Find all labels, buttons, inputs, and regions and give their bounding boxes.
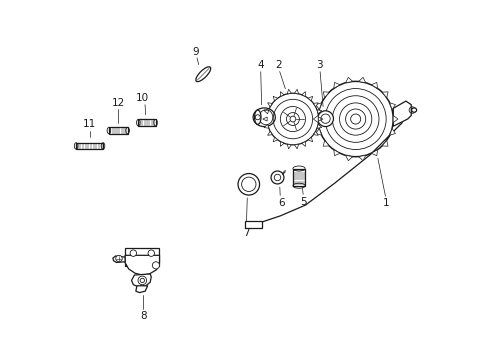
Circle shape: [238, 174, 259, 195]
Polygon shape: [294, 144, 298, 149]
Text: 1: 1: [382, 198, 388, 208]
Text: 9: 9: [192, 46, 199, 57]
Polygon shape: [392, 101, 410, 126]
Polygon shape: [370, 150, 377, 156]
Polygon shape: [294, 89, 298, 94]
Polygon shape: [392, 116, 397, 123]
Polygon shape: [76, 143, 103, 149]
Text: 6: 6: [278, 198, 284, 208]
Polygon shape: [333, 150, 339, 156]
Polygon shape: [264, 124, 268, 128]
Circle shape: [317, 81, 392, 157]
Polygon shape: [286, 89, 291, 94]
Polygon shape: [323, 140, 328, 146]
Text: 4: 4: [257, 60, 264, 70]
Polygon shape: [264, 110, 268, 114]
Polygon shape: [292, 168, 305, 186]
Polygon shape: [131, 274, 151, 287]
Circle shape: [289, 116, 295, 122]
Polygon shape: [273, 96, 277, 101]
Polygon shape: [381, 92, 387, 98]
Polygon shape: [273, 137, 277, 142]
Circle shape: [270, 171, 284, 184]
Polygon shape: [307, 96, 312, 101]
Polygon shape: [313, 116, 318, 123]
Polygon shape: [323, 92, 328, 98]
Polygon shape: [345, 155, 352, 161]
Polygon shape: [280, 141, 284, 147]
Text: 12: 12: [111, 98, 124, 108]
Polygon shape: [262, 117, 266, 121]
Polygon shape: [313, 103, 318, 107]
Polygon shape: [280, 92, 284, 96]
Polygon shape: [286, 144, 291, 149]
Polygon shape: [345, 77, 352, 83]
Polygon shape: [318, 117, 323, 121]
Polygon shape: [138, 120, 155, 126]
Circle shape: [130, 250, 136, 256]
Circle shape: [152, 262, 159, 269]
Polygon shape: [381, 140, 387, 146]
Polygon shape: [113, 256, 125, 262]
Text: 7: 7: [243, 228, 249, 238]
Text: 3: 3: [316, 60, 323, 70]
Polygon shape: [315, 103, 321, 109]
Text: 2: 2: [275, 60, 281, 70]
Polygon shape: [125, 255, 159, 275]
Polygon shape: [358, 77, 365, 83]
Polygon shape: [109, 127, 127, 134]
Polygon shape: [267, 131, 272, 135]
Ellipse shape: [254, 110, 261, 125]
Circle shape: [140, 278, 144, 283]
Polygon shape: [136, 286, 147, 293]
Polygon shape: [301, 141, 305, 147]
Circle shape: [241, 177, 255, 192]
Polygon shape: [267, 103, 272, 107]
Polygon shape: [389, 129, 395, 135]
Text: 11: 11: [83, 120, 96, 129]
Polygon shape: [315, 129, 321, 135]
Circle shape: [138, 276, 146, 285]
Circle shape: [116, 255, 122, 262]
Polygon shape: [389, 103, 395, 109]
Text: 10: 10: [136, 93, 148, 103]
Ellipse shape: [253, 108, 275, 127]
Polygon shape: [358, 155, 365, 161]
Polygon shape: [316, 124, 321, 128]
Circle shape: [266, 93, 318, 145]
Polygon shape: [370, 82, 377, 89]
Circle shape: [317, 111, 333, 127]
Polygon shape: [316, 110, 321, 114]
Ellipse shape: [411, 108, 416, 112]
Text: 5: 5: [300, 197, 306, 207]
Text: 8: 8: [140, 311, 146, 321]
Polygon shape: [333, 82, 339, 89]
Polygon shape: [244, 221, 262, 228]
Ellipse shape: [195, 67, 210, 82]
Polygon shape: [125, 248, 159, 266]
Polygon shape: [313, 131, 318, 135]
Circle shape: [148, 250, 154, 256]
Polygon shape: [301, 92, 305, 96]
Polygon shape: [307, 137, 312, 142]
